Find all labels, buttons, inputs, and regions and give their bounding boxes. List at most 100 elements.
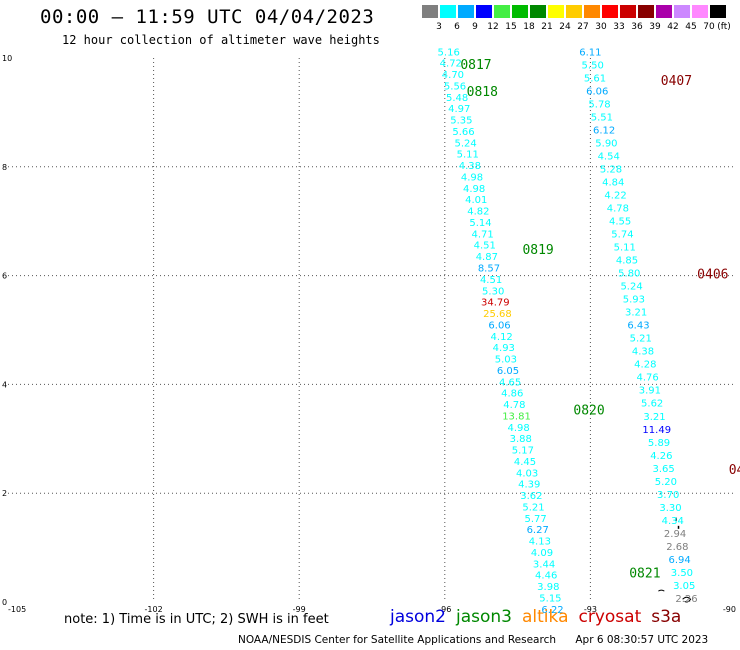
color-scale-label: 70 [703,22,715,32]
pass-time-label: 0406 [697,267,728,282]
color-scale-label: 18 [523,22,535,32]
swh-value-label: 6.22 [541,605,563,616]
pass-time-label: 0818 [467,85,498,100]
swh-value-label: 6.94 [668,555,690,566]
color-scale-swatch [512,5,528,18]
swh-value-label: 3.21 [625,308,647,319]
swh-value-label: 4.45 [514,457,536,468]
swh-value-label: 5.56 [444,81,466,92]
swh-value-label: 6.11 [579,47,601,58]
y-tick-label: 10 [2,54,12,63]
color-scale-swatch [566,5,582,18]
swh-value-label: 25.68 [483,309,512,320]
pass-time-label: 0820 [573,403,604,418]
color-scale-swatch [584,5,600,18]
swh-value-label: 4.78 [503,400,525,411]
swh-value-label: 5.90 [595,138,617,149]
land-mark [677,525,680,529]
swh-value-label: 11.49 [642,425,671,436]
swh-value-label: 5.78 [588,99,610,110]
color-scale-label: 9 [472,22,478,32]
swh-value-label: 4.98 [463,184,485,195]
swh-value-label: 6.06 [488,320,510,331]
swh-value-label: 4.39 [518,480,540,491]
pass-time-label: 0819 [522,243,553,258]
color-scale-swatch [620,5,636,18]
swh-value-label: 5.15 [539,594,561,605]
swh-value-label: 3.62 [520,491,542,502]
swh-value-label: 3.44 [533,559,555,570]
color-scale-label: 21 [541,22,553,32]
swh-value-label: 5.20 [655,477,677,488]
swh-value-label: 2.68 [666,542,688,553]
swh-value-label: 5.24 [455,138,477,149]
swh-value-label: 4.38 [632,347,654,358]
swh-value-label: 5.50 [582,60,604,71]
color-scale-label: 12 [487,22,499,32]
swh-value-label: 4.34 [662,516,684,527]
legend-entry-jason3: jason3 [456,607,512,627]
color-scale-swatch [710,5,726,18]
swh-value-label: 5.74 [611,230,633,241]
swh-value-label: 6.27 [527,525,549,536]
swh-value-label: 3.98 [537,582,559,593]
swh-value-label: 4.97 [448,104,470,115]
color-scale-label: 27 [577,22,589,32]
color-scale-label: 3 [436,22,442,32]
pass-time-label: 0405 [729,463,740,478]
swh-value-label: 4.85 [616,256,638,267]
color-scale-swatch [638,5,654,18]
swh-value-label: 5.66 [452,127,474,138]
x-tick-label: -90 [723,605,736,614]
island-outline [658,589,692,603]
swh-value-label: 3.65 [652,464,674,475]
swh-value-label: 4.98 [507,423,529,434]
color-scale-swatch [494,5,510,18]
y-tick-label: 6 [2,272,7,281]
swh-value-label: 5.24 [620,282,642,293]
swh-value-label: 4.65 [499,377,521,388]
y-tick-label: 2 [2,489,7,498]
swh-value-label: 4.87 [476,252,498,263]
color-scale-swatch [692,5,708,18]
color-scale-swatch [458,5,474,18]
swh-value-label: 5.62 [641,399,663,410]
swh-value-label: 4.51 [480,275,502,286]
swh-value-label: 3.88 [510,434,532,445]
swh-value-label: 3.91 [639,386,661,397]
swh-value-label: 2.94 [664,529,686,540]
chart-subtitle: 12 hour collection of altimeter wave hei… [62,33,380,47]
swh-value-label: 4.86 [501,389,523,400]
swh-value-label: 4.55 [609,217,631,228]
swh-value-label: 4.70 [442,70,464,81]
swh-value-label: 3.50 [671,568,693,579]
swh-value-label: 5.03 [495,355,517,366]
pass-time-label: 0817 [460,58,491,73]
color-scale-swatch [548,5,564,18]
y-tick-label: 0 [2,598,7,607]
swh-value-label: 4.09 [531,548,553,559]
swh-value-label: 5.30 [482,286,504,297]
swh-value-label: 5.93 [623,295,645,306]
swh-value-label: 4.26 [650,451,672,462]
swh-value-label: 4.28 [634,360,656,371]
swh-value-label: 4.93 [493,343,515,354]
swh-value-label: 34.79 [481,298,510,309]
color-scale-swatch [476,5,492,18]
pass-time-label: 0407 [661,74,692,89]
swh-value-label: 5.77 [524,514,546,525]
color-scale-swatch [422,5,438,18]
color-scale-swatch [674,5,690,18]
swh-value-label: 3.70 [657,490,679,501]
swh-value-label: 4.78 [607,203,629,214]
swh-value-label: 4.98 [461,172,483,183]
swh-value-label: 6.06 [586,86,608,97]
swh-value-label: 4.82 [467,207,489,218]
pass-time-label: 0821 [629,567,660,582]
swh-value-label: 4.51 [474,241,496,252]
swh-value-label: 4.54 [598,151,620,162]
footer-timestamp: Apr 6 08:30:57 UTC 2023 [575,634,709,646]
swh-value-label: 5.61 [584,73,606,84]
color-scale-label: 15 [505,22,517,32]
